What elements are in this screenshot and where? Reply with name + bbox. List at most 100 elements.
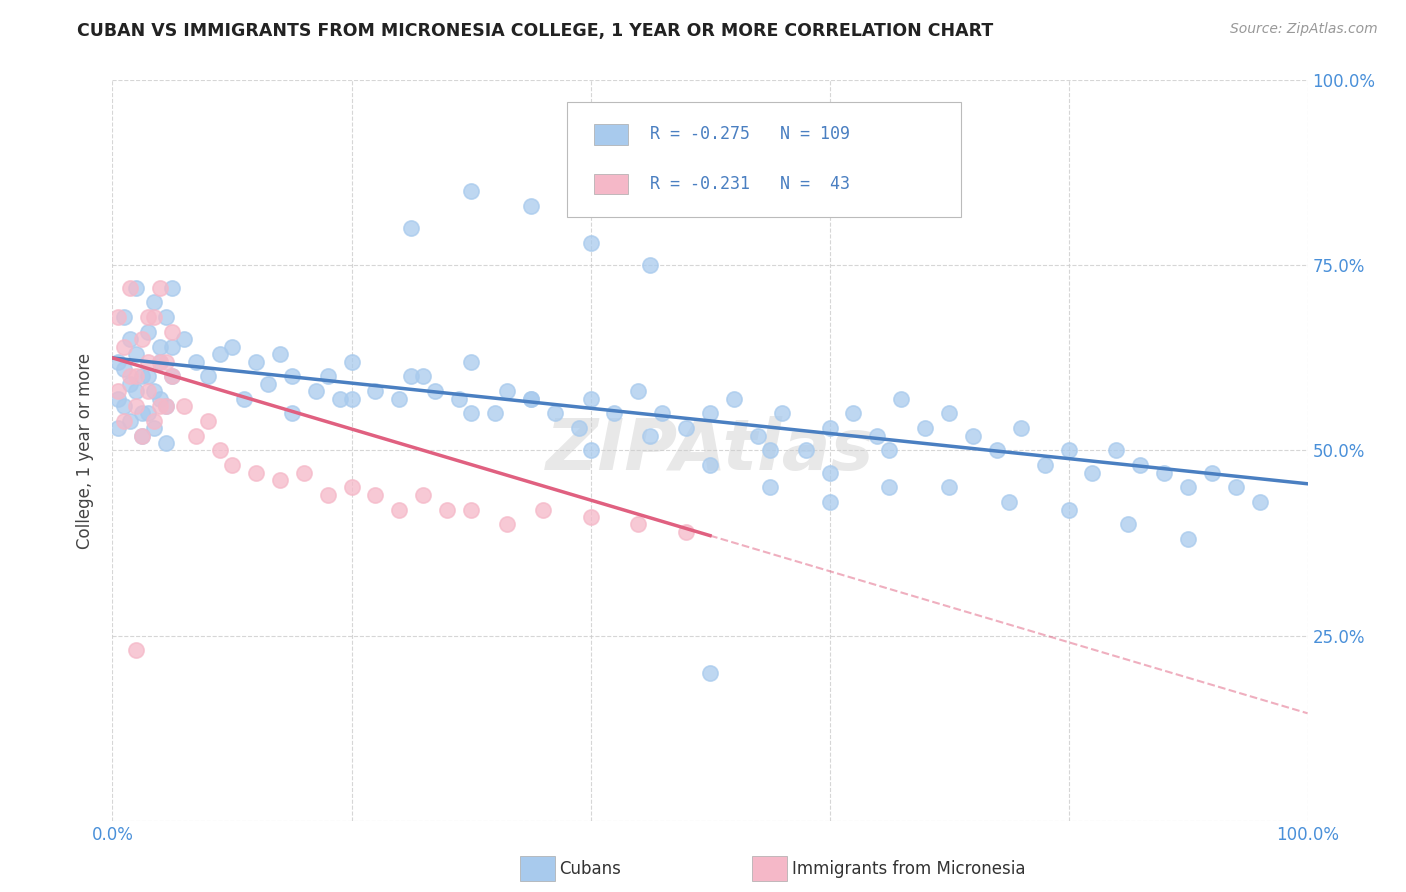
Point bbox=[155, 310, 177, 325]
Point bbox=[120, 376, 142, 391]
Point bbox=[120, 332, 142, 346]
Point bbox=[149, 399, 172, 413]
Point bbox=[627, 384, 650, 399]
Point bbox=[281, 369, 304, 384]
Point bbox=[120, 280, 142, 294]
Point bbox=[1057, 502, 1080, 516]
Point bbox=[627, 517, 650, 532]
Point bbox=[794, 443, 817, 458]
Point bbox=[1225, 480, 1247, 494]
Point bbox=[138, 354, 160, 368]
Point bbox=[173, 399, 195, 413]
Point bbox=[162, 340, 183, 354]
Point bbox=[436, 502, 458, 516]
Point bbox=[759, 480, 782, 494]
Point bbox=[890, 392, 912, 406]
Point bbox=[1033, 458, 1056, 473]
Point bbox=[209, 347, 232, 361]
Point bbox=[155, 399, 177, 413]
Point bbox=[651, 407, 673, 421]
Text: Cubans: Cubans bbox=[560, 860, 621, 878]
Point bbox=[425, 384, 447, 399]
Point bbox=[162, 369, 183, 384]
Point bbox=[138, 325, 160, 339]
Point bbox=[149, 280, 172, 294]
Point bbox=[245, 354, 267, 368]
Point bbox=[107, 392, 129, 406]
Point bbox=[197, 369, 219, 384]
Point bbox=[281, 407, 304, 421]
Point bbox=[531, 502, 554, 516]
Point bbox=[759, 443, 782, 458]
Point bbox=[520, 199, 543, 213]
Point bbox=[723, 392, 745, 406]
Point bbox=[173, 332, 195, 346]
Point bbox=[107, 310, 129, 325]
Point bbox=[143, 414, 166, 428]
Point bbox=[143, 421, 166, 435]
Point bbox=[1105, 443, 1128, 458]
Point bbox=[114, 362, 135, 376]
Point bbox=[1249, 495, 1271, 509]
Point bbox=[257, 376, 280, 391]
Point bbox=[162, 325, 183, 339]
FancyBboxPatch shape bbox=[567, 103, 962, 218]
Text: ZIPAtlas: ZIPAtlas bbox=[546, 416, 875, 485]
Point bbox=[221, 340, 243, 354]
Point bbox=[364, 488, 387, 502]
Point bbox=[120, 414, 142, 428]
Point bbox=[340, 480, 363, 494]
Point bbox=[1201, 466, 1223, 480]
Point bbox=[125, 643, 148, 657]
Text: Source: ZipAtlas.com: Source: ZipAtlas.com bbox=[1230, 22, 1378, 37]
Point bbox=[143, 384, 166, 399]
Point bbox=[125, 384, 148, 399]
Bar bbox=[595, 174, 627, 194]
Point bbox=[1081, 466, 1104, 480]
Point bbox=[131, 428, 153, 442]
Point bbox=[496, 384, 519, 399]
Point bbox=[131, 332, 153, 346]
Point bbox=[292, 466, 315, 480]
Point bbox=[699, 665, 721, 680]
Point bbox=[1118, 517, 1140, 532]
Text: CUBAN VS IMMIGRANTS FROM MICRONESIA COLLEGE, 1 YEAR OR MORE CORRELATION CHART: CUBAN VS IMMIGRANTS FROM MICRONESIA COLL… bbox=[77, 22, 994, 40]
Point bbox=[114, 310, 135, 325]
Point bbox=[1057, 443, 1080, 458]
Point bbox=[699, 458, 721, 473]
Point bbox=[388, 502, 411, 516]
Point bbox=[131, 369, 153, 384]
Point bbox=[447, 392, 470, 406]
Point bbox=[221, 458, 243, 473]
Point bbox=[131, 407, 153, 421]
Point bbox=[699, 407, 721, 421]
Point bbox=[114, 340, 135, 354]
Point bbox=[149, 340, 172, 354]
Point bbox=[149, 354, 172, 368]
Point bbox=[149, 354, 172, 368]
Point bbox=[520, 392, 543, 406]
Point bbox=[543, 407, 565, 421]
Point bbox=[340, 354, 363, 368]
Point bbox=[579, 510, 602, 524]
Point bbox=[233, 392, 256, 406]
Point bbox=[186, 428, 208, 442]
Point bbox=[603, 407, 626, 421]
Point bbox=[364, 384, 387, 399]
Point bbox=[186, 354, 208, 368]
Point bbox=[143, 310, 166, 325]
Point bbox=[245, 466, 267, 480]
Point bbox=[747, 428, 769, 442]
Y-axis label: College, 1 year or more: College, 1 year or more bbox=[76, 352, 94, 549]
Point bbox=[866, 428, 889, 442]
Point bbox=[114, 399, 135, 413]
Point bbox=[520, 392, 543, 406]
Point bbox=[269, 347, 291, 361]
Point bbox=[155, 436, 177, 450]
Point bbox=[401, 369, 423, 384]
Point bbox=[579, 443, 602, 458]
Point bbox=[125, 369, 148, 384]
Point bbox=[305, 384, 328, 399]
Point bbox=[818, 466, 841, 480]
Point bbox=[579, 236, 602, 251]
